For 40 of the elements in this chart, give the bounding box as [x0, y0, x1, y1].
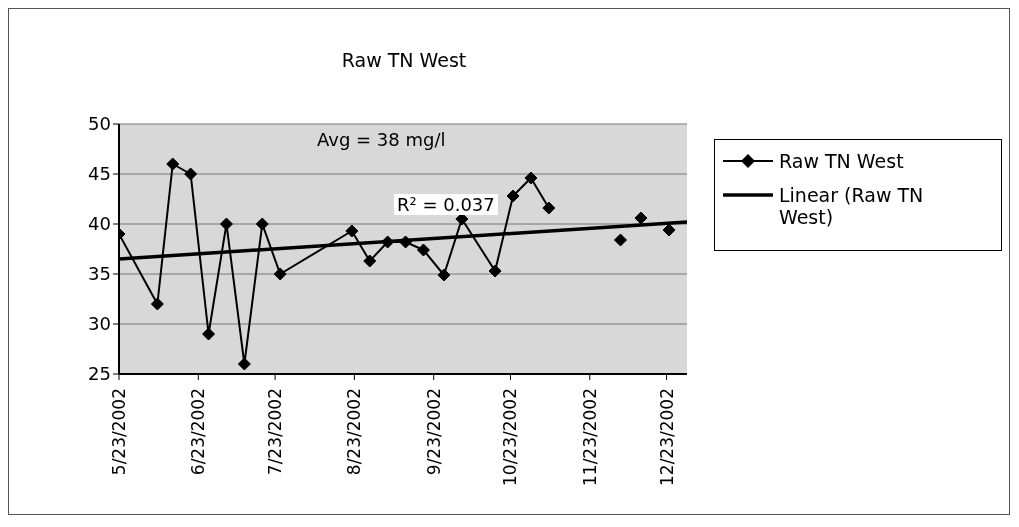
x-tick-label: 11/23/2002	[579, 388, 600, 486]
point	[255, 217, 269, 231]
x-tick-label: 12/23/2002	[656, 388, 677, 486]
y-tick-label: 45	[88, 163, 111, 185]
point	[273, 267, 287, 281]
y-tick-label: 35	[88, 263, 111, 285]
x-tick-label: 9/23/2002	[423, 388, 444, 476]
chart-title: Raw TN West	[340, 49, 468, 71]
annotation: R² = 0.037	[394, 194, 498, 215]
point	[437, 268, 451, 282]
legend-label: Raw TN West	[779, 150, 905, 172]
legend-label: Linear (Raw TN West)	[779, 184, 925, 228]
point	[202, 327, 216, 341]
point	[399, 235, 413, 249]
point	[524, 171, 538, 185]
y-tick-label: 50	[88, 113, 111, 135]
point	[381, 235, 395, 249]
point	[150, 297, 164, 311]
point	[634, 211, 648, 225]
point	[184, 167, 198, 181]
point	[613, 233, 627, 247]
annotation: Avg = 38 mg/l	[316, 129, 447, 150]
x-tick-label: 10/23/2002	[500, 388, 521, 486]
point	[662, 223, 676, 237]
x-tick-label: 7/23/2002	[265, 388, 286, 476]
x-tick-label: 6/23/2002	[188, 388, 209, 476]
point	[416, 243, 430, 257]
point	[542, 201, 556, 215]
point	[219, 217, 233, 231]
point	[363, 254, 377, 268]
point	[488, 264, 502, 278]
point	[166, 157, 180, 171]
y-tick-label: 30	[88, 313, 111, 335]
point	[506, 189, 520, 203]
y-tick-label: 25	[88, 363, 111, 385]
point	[345, 224, 359, 238]
x-tick-label: 8/23/2002	[344, 388, 365, 476]
point	[237, 357, 251, 371]
y-tick-label: 40	[88, 213, 111, 235]
x-tick-label: 5/23/2002	[109, 388, 129, 476]
